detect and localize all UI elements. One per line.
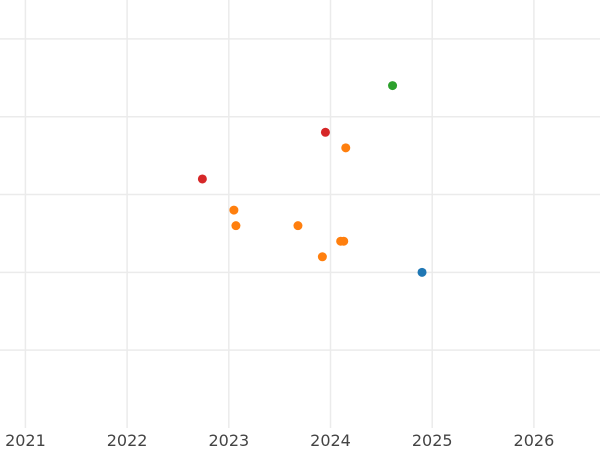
data-point-s1-3 bbox=[293, 221, 303, 231]
data-point-s3-1 bbox=[197, 174, 207, 184]
x-tick-label-3: 2024 bbox=[310, 431, 351, 450]
data-point-s2-0 bbox=[388, 81, 398, 91]
x-tick-label-2: 2023 bbox=[208, 431, 249, 450]
data-point-s1-6 bbox=[317, 252, 327, 262]
x-tick-label-5: 2026 bbox=[514, 431, 555, 450]
data-point-s0-0 bbox=[417, 267, 427, 277]
data-point-s1-5 bbox=[339, 236, 349, 246]
data-point-s1-2 bbox=[231, 221, 241, 231]
x-gridlines bbox=[24, 0, 535, 428]
x-tick-label-1: 2022 bbox=[107, 431, 148, 450]
data-points bbox=[197, 81, 427, 277]
data-point-s1-1 bbox=[229, 205, 239, 215]
y-gridlines bbox=[0, 38, 600, 351]
data-point-s1-0 bbox=[341, 143, 351, 153]
x-tick-label-4: 2025 bbox=[412, 431, 453, 450]
data-point-s3-0 bbox=[320, 127, 330, 137]
x-axis-tick-labels: 2021 2022 2023 2024 2025 2026 bbox=[5, 431, 554, 450]
x-tick-label-0: 2021 bbox=[5, 431, 46, 450]
